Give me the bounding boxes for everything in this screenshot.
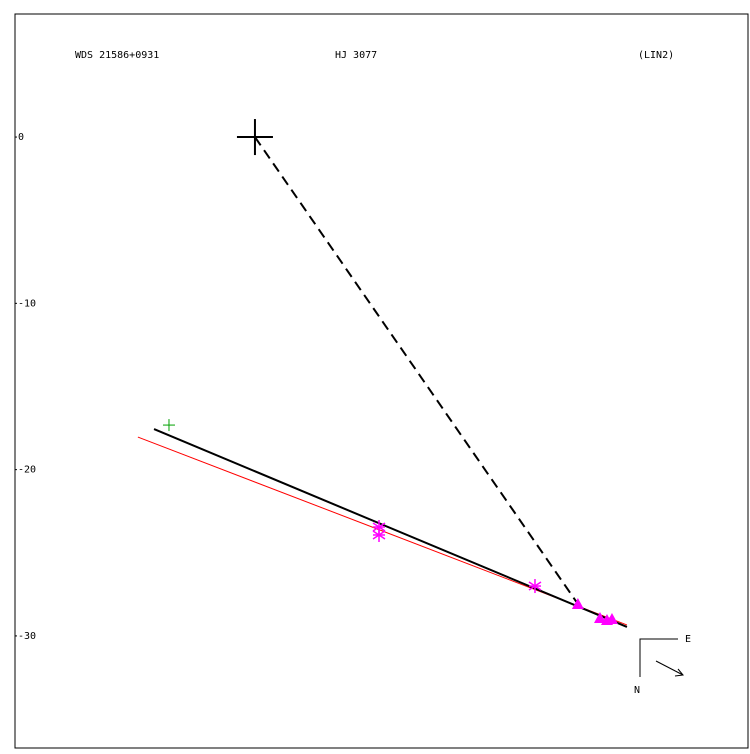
data-point bbox=[162, 419, 175, 432]
orbit-line bbox=[153, 428, 628, 628]
chart-title: HJ 3077 bbox=[335, 50, 377, 61]
y-tick-label: -10 bbox=[18, 298, 36, 309]
y-tick-label: 0 bbox=[18, 132, 24, 143]
plot-frame bbox=[14, 13, 749, 749]
data-point bbox=[594, 611, 607, 623]
compass-east: E bbox=[685, 634, 691, 645]
chart-title: (LIN2) bbox=[638, 50, 674, 61]
data-point bbox=[528, 579, 542, 594]
orbit-line bbox=[254, 136, 579, 605]
compass-north: N bbox=[634, 685, 640, 696]
shape bbox=[594, 611, 607, 623]
compass bbox=[639, 638, 684, 677]
shape bbox=[571, 597, 584, 609]
y-tick-label: -20 bbox=[18, 465, 36, 476]
y-tick-label: -30 bbox=[18, 631, 36, 642]
shape bbox=[605, 612, 618, 624]
data-point bbox=[571, 597, 584, 609]
data-point bbox=[605, 612, 618, 624]
chart-title: WDS 21586+0931 bbox=[75, 50, 159, 61]
data-point bbox=[236, 119, 273, 156]
data-point bbox=[372, 527, 386, 542]
